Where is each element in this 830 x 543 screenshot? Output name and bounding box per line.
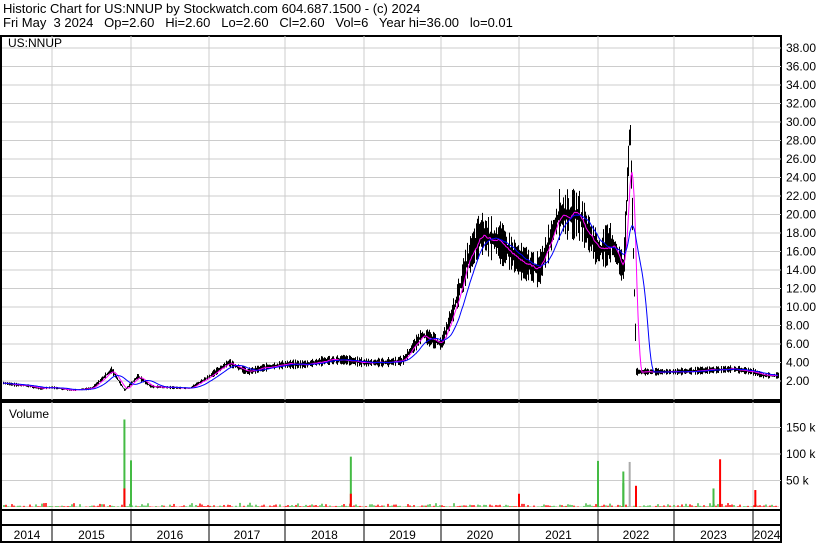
chart-title: Historic Chart for US:NNUP by Stockwatch… bbox=[3, 1, 421, 16]
x-tick-label: 2014 bbox=[14, 528, 41, 542]
volume-panel bbox=[0, 401, 782, 511]
volume-tick-label: 100 k bbox=[786, 447, 816, 461]
y-tick-label: 22.00 bbox=[786, 189, 816, 203]
y-tick-label: 24.00 bbox=[786, 171, 816, 185]
x-tick-label: 2024 bbox=[754, 528, 781, 542]
x-tick-label: 2019 bbox=[389, 528, 416, 542]
moving-average-line bbox=[2, 214, 779, 391]
y-tick-label: 14.00 bbox=[786, 263, 816, 277]
y-tick-label: 2.00 bbox=[786, 374, 810, 388]
y-tick-label: 16.00 bbox=[786, 245, 816, 259]
ticker-label: US:NNUP bbox=[8, 36, 62, 50]
y-tick-label: 34.00 bbox=[786, 78, 816, 92]
x-tick-label: 2017 bbox=[234, 528, 261, 542]
x-tick-label: 2015 bbox=[78, 528, 105, 542]
x-tick-label: 2021 bbox=[545, 528, 572, 542]
y-tick-label: 8.00 bbox=[786, 319, 810, 333]
y-tick-label: 38.00 bbox=[786, 41, 816, 55]
y-tick-label: 4.00 bbox=[786, 356, 810, 370]
y-tick-label: 20.00 bbox=[786, 208, 816, 222]
y-tick-label: 10.00 bbox=[786, 300, 816, 314]
price-panel bbox=[0, 35, 782, 401]
y-tick-label: 26.00 bbox=[786, 152, 816, 166]
quote-summary: Fri May 3 2024 Op=2.60 Hi=2.60 Lo=2.60 C… bbox=[3, 15, 513, 30]
x-tick-label: 2018 bbox=[311, 528, 338, 542]
y-tick-label: 28.00 bbox=[786, 134, 816, 148]
x-tick-label: 2022 bbox=[623, 528, 650, 542]
y-tick-label: 6.00 bbox=[786, 337, 810, 351]
x-tick-label: 2023 bbox=[700, 528, 727, 542]
volume-label: Volume bbox=[9, 407, 49, 421]
x-tick-label: 2020 bbox=[467, 528, 494, 542]
x-tick-label: 2016 bbox=[157, 528, 184, 542]
volume-tick-label: 150 k bbox=[786, 421, 816, 435]
y-tick-label: 12.00 bbox=[786, 282, 816, 296]
y-tick-label: 18.00 bbox=[786, 226, 816, 240]
y-tick-label: 30.00 bbox=[786, 115, 816, 129]
volume-tick-label: 50 k bbox=[786, 474, 810, 488]
y-tick-label: 32.00 bbox=[786, 97, 816, 111]
y-tick-label: 36.00 bbox=[786, 60, 816, 74]
